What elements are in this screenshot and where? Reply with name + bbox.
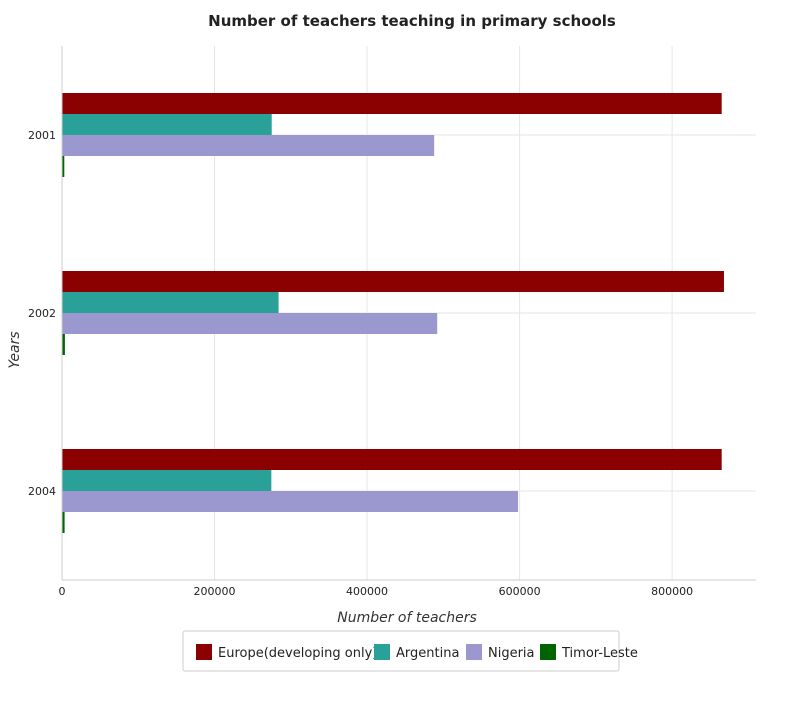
bar (62, 114, 272, 135)
bar (62, 470, 272, 491)
axes: 0 200000 400000 600000 800000 2001 2002 2004 (28, 46, 756, 598)
bar (62, 313, 438, 334)
bars (62, 93, 724, 533)
legend-swatch (374, 644, 390, 660)
x-tick-label: 200000 (194, 585, 236, 598)
legend-label: Argentina (396, 646, 459, 661)
bar (62, 491, 519, 512)
legend-box (182, 630, 620, 672)
bar (62, 135, 435, 156)
bar (62, 271, 724, 292)
bar (62, 334, 65, 355)
bar (62, 156, 65, 177)
legend: Europe(developing only) Argentina Nigeria T… (182, 630, 638, 672)
bar (62, 449, 722, 470)
x-axis-label: Number of teachers (337, 610, 477, 626)
y-tick-label: 2001 (28, 129, 56, 142)
legend-label: Timor-Leste (561, 646, 638, 661)
y-axis-label: Years (7, 331, 23, 368)
legend-swatch (466, 644, 482, 660)
x-tick-label: 800000 (651, 585, 693, 598)
legend-label: Europe(developing only) (218, 646, 377, 661)
legend-swatch (540, 644, 556, 660)
x-tick-label: 400000 (346, 585, 388, 598)
bar (62, 93, 722, 114)
legend-swatch (196, 644, 212, 660)
y-tick-label: 2004 (28, 485, 56, 498)
legend-label: Nigeria (488, 646, 535, 661)
x-tick-label: 600000 (499, 585, 541, 598)
y-tick-label: 2002 (28, 307, 56, 320)
chart-title: Number of teachers teaching in primary s… (208, 12, 616, 30)
bar (62, 512, 65, 533)
x-tick-label: 0 (59, 585, 66, 598)
bar (62, 292, 279, 313)
